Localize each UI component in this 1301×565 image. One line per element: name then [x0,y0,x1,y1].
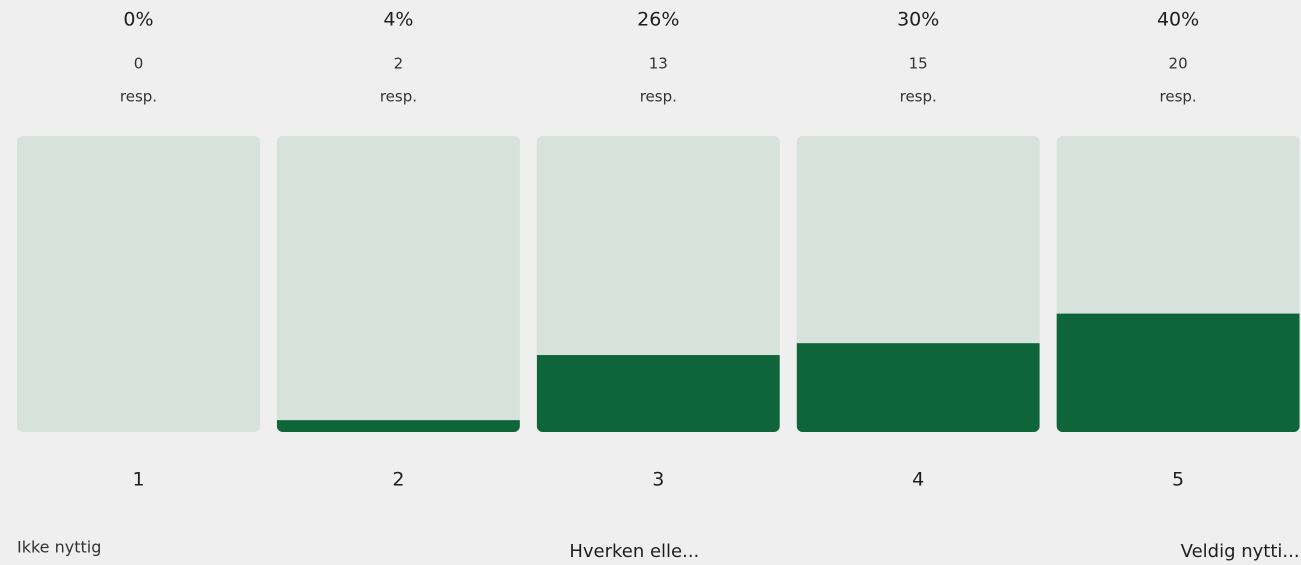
category-label: 1 [132,469,144,491]
count-label: 20 [1169,55,1188,73]
bar-track [17,136,260,432]
percent-label: 30% [897,9,939,31]
category-label: 4 [912,469,924,491]
count-unit: resp. [120,88,157,106]
count-unit: resp. [380,88,417,106]
bar [536,355,780,432]
count-unit: resp. [640,88,677,106]
category-label: 2 [392,469,404,491]
bar [1056,313,1300,432]
percent-label: 26% [637,9,679,31]
bar [276,420,520,432]
percent-label: 0% [123,9,153,31]
scale-label: Hverken elle... [569,541,699,562]
percent-label: 40% [1157,9,1199,31]
bar-track [276,136,520,432]
count-unit: resp. [900,88,937,106]
category-label: 5 [1172,469,1184,491]
scale-label: Veldig nytti... [1181,541,1300,562]
count-label: 2 [394,55,404,73]
category-label: 3 [652,469,664,491]
count-label: 0 [134,55,144,73]
count-unit: resp. [1160,88,1197,106]
scale-label: Ikke nyttig [17,538,101,557]
count-label: 15 [909,55,928,73]
bar [796,343,1040,432]
count-label: 13 [649,55,668,73]
percent-label: 4% [383,9,413,31]
